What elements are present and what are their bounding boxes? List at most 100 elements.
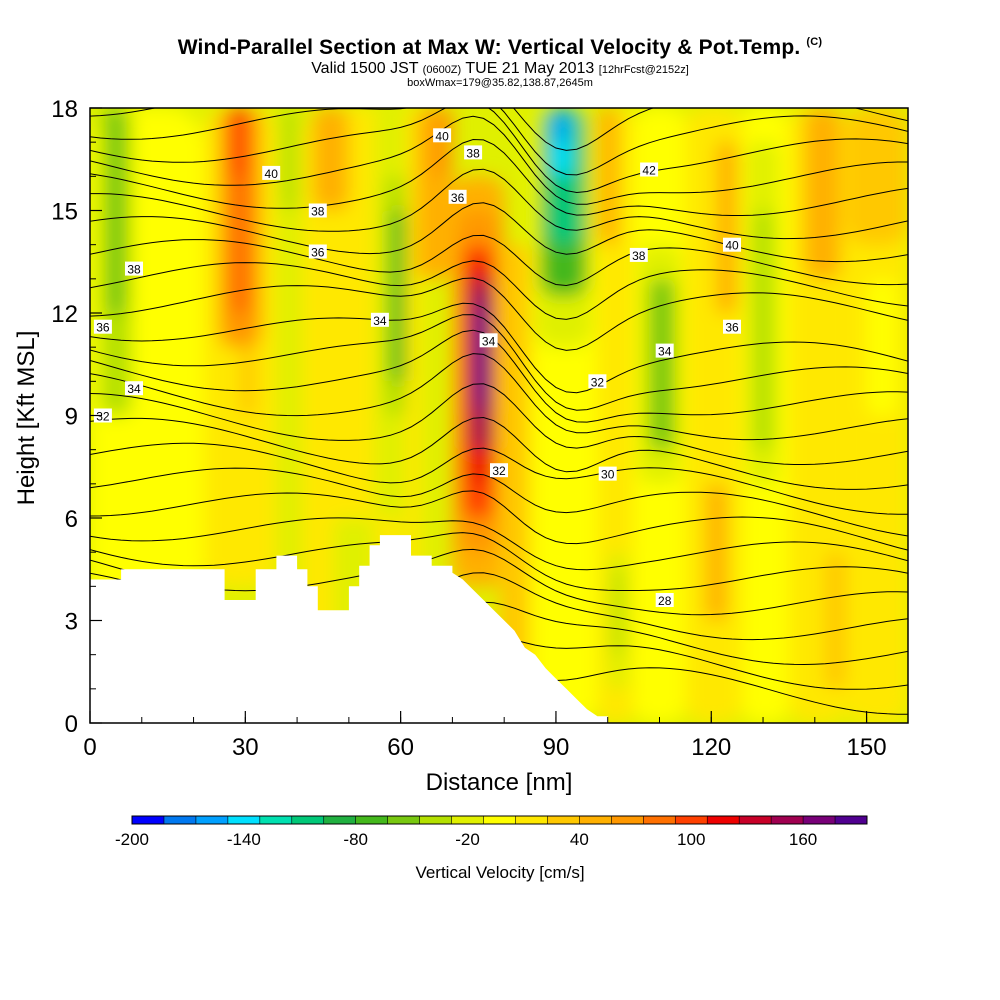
x-tick-label: 60 bbox=[387, 734, 414, 761]
theta-label: 32 bbox=[490, 463, 508, 478]
theta-label: 34 bbox=[479, 333, 498, 348]
velocity-cell bbox=[229, 108, 246, 177]
svg-text:32: 32 bbox=[492, 464, 506, 478]
theta-label: 36 bbox=[308, 244, 327, 260]
theta-contour bbox=[90, 108, 908, 176]
theta-contour bbox=[90, 138, 908, 216]
theta-label: 34 bbox=[370, 312, 389, 328]
theta-contour bbox=[90, 383, 908, 465]
svg-text:36: 36 bbox=[311, 246, 325, 260]
box-info: boxWmax=179@35.82,138.87,2645m bbox=[407, 77, 593, 89]
y-tick-label: 12 bbox=[51, 301, 78, 328]
svg-text:32: 32 bbox=[96, 410, 110, 424]
svg-text:32: 32 bbox=[591, 375, 605, 389]
theta-contour bbox=[90, 314, 908, 411]
copyright-mark: (C) bbox=[806, 36, 823, 48]
theta-contour bbox=[90, 115, 908, 205]
svg-text:38: 38 bbox=[311, 205, 325, 219]
colorbar-tick-label: -140 bbox=[227, 830, 261, 849]
velocity-cell bbox=[612, 569, 624, 655]
colorbar-swatch bbox=[515, 816, 548, 824]
theta-contour bbox=[90, 108, 908, 194]
svg-text:30: 30 bbox=[601, 468, 615, 482]
theta-label: 38 bbox=[308, 203, 327, 219]
svg-text:34: 34 bbox=[373, 314, 387, 328]
colorbar-tick-label: 100 bbox=[677, 830, 705, 849]
velocity-cell bbox=[555, 108, 567, 143]
svg-text:28: 28 bbox=[658, 594, 672, 608]
theta-contour bbox=[90, 168, 908, 240]
colorbar-swatch bbox=[195, 816, 229, 824]
colorbar-tick-label: -20 bbox=[455, 830, 480, 849]
theta-contour bbox=[90, 416, 908, 490]
colorbar-swatch bbox=[387, 816, 421, 824]
colorbar-swatch bbox=[739, 816, 772, 824]
colorbar-swatch bbox=[547, 816, 580, 824]
colorbar-swatch bbox=[611, 816, 644, 824]
x-tick-label: 150 bbox=[847, 734, 887, 761]
colorbar-swatch bbox=[803, 816, 836, 824]
y-tick-label: 0 bbox=[65, 711, 78, 738]
colorbar: -200 -140 -80 -20 40 100 160 bbox=[115, 815, 868, 849]
svg-text:40: 40 bbox=[265, 167, 279, 181]
svg-text:38: 38 bbox=[466, 146, 480, 160]
svg-text:36: 36 bbox=[725, 321, 739, 335]
colorbar-swatch bbox=[323, 816, 357, 824]
theta-contour bbox=[90, 329, 908, 423]
theta-label: 38 bbox=[629, 247, 648, 263]
theta-label: 40 bbox=[262, 165, 281, 181]
y-axis-label: Height [Kft MSL] bbox=[13, 331, 40, 506]
terrain-mask bbox=[90, 535, 608, 723]
theta-contours bbox=[90, 108, 908, 715]
velocity-cell bbox=[866, 278, 898, 416]
colorbar-tick-label: -80 bbox=[343, 830, 368, 849]
velocity-cell bbox=[475, 313, 487, 399]
colorbar-tick-label: 160 bbox=[789, 830, 817, 849]
velocity-cell bbox=[499, 244, 531, 723]
svg-text:40: 40 bbox=[725, 239, 739, 253]
colorbar-tick-label: -200 bbox=[115, 830, 149, 849]
velocity-cell bbox=[804, 108, 841, 279]
theta-label: 38 bbox=[125, 261, 143, 277]
theta-contour bbox=[90, 467, 908, 537]
colorbar-swatch bbox=[291, 816, 325, 824]
theta-label: 28 bbox=[655, 593, 674, 608]
theta-contour bbox=[90, 202, 908, 263]
velocity-cell bbox=[105, 108, 127, 313]
svg-text:38: 38 bbox=[632, 249, 646, 263]
svg-text:36: 36 bbox=[451, 191, 465, 205]
x-tick-label: 30 bbox=[232, 734, 259, 761]
velocity-cell bbox=[706, 483, 727, 621]
velocity-cell bbox=[825, 552, 846, 689]
velocity-cell bbox=[240, 347, 256, 416]
theta-contour bbox=[90, 442, 908, 515]
theta-contour bbox=[90, 234, 908, 287]
theta-label: 40 bbox=[723, 237, 741, 253]
colorbar-swatch bbox=[707, 816, 740, 824]
svg-text:34: 34 bbox=[658, 345, 672, 359]
svg-text:34: 34 bbox=[127, 382, 141, 396]
velocity-cell bbox=[845, 108, 908, 245]
colorbar-swatch bbox=[227, 816, 261, 824]
colorbar-tick-label: 40 bbox=[570, 830, 589, 849]
colorbar-swatch bbox=[163, 816, 197, 824]
colorbar-swatch bbox=[643, 816, 676, 824]
colorbar-swatch bbox=[771, 816, 804, 824]
theta-contour bbox=[90, 490, 908, 551]
theta-label: 32 bbox=[93, 408, 112, 424]
y-tick-label: 6 bbox=[65, 506, 78, 533]
colorbar-label: Vertical Velocity [cm/s] bbox=[415, 863, 585, 882]
colorbar-swatch bbox=[675, 816, 708, 824]
x-tick-label: 120 bbox=[691, 734, 731, 761]
velocity-cell bbox=[157, 176, 204, 382]
colorbar-swatch bbox=[483, 816, 516, 824]
colorbar-swatch bbox=[835, 816, 868, 824]
theta-label: 34 bbox=[125, 381, 143, 396]
y-tick-label: 9 bbox=[65, 404, 78, 431]
colorbar-swatch bbox=[419, 816, 453, 824]
y-tick-label: 18 bbox=[51, 96, 78, 123]
theta-contour bbox=[90, 302, 908, 394]
x-axis-label: Distance [nm] bbox=[426, 769, 573, 796]
x-tick-label: 90 bbox=[543, 734, 570, 761]
svg-text:40: 40 bbox=[435, 129, 449, 143]
